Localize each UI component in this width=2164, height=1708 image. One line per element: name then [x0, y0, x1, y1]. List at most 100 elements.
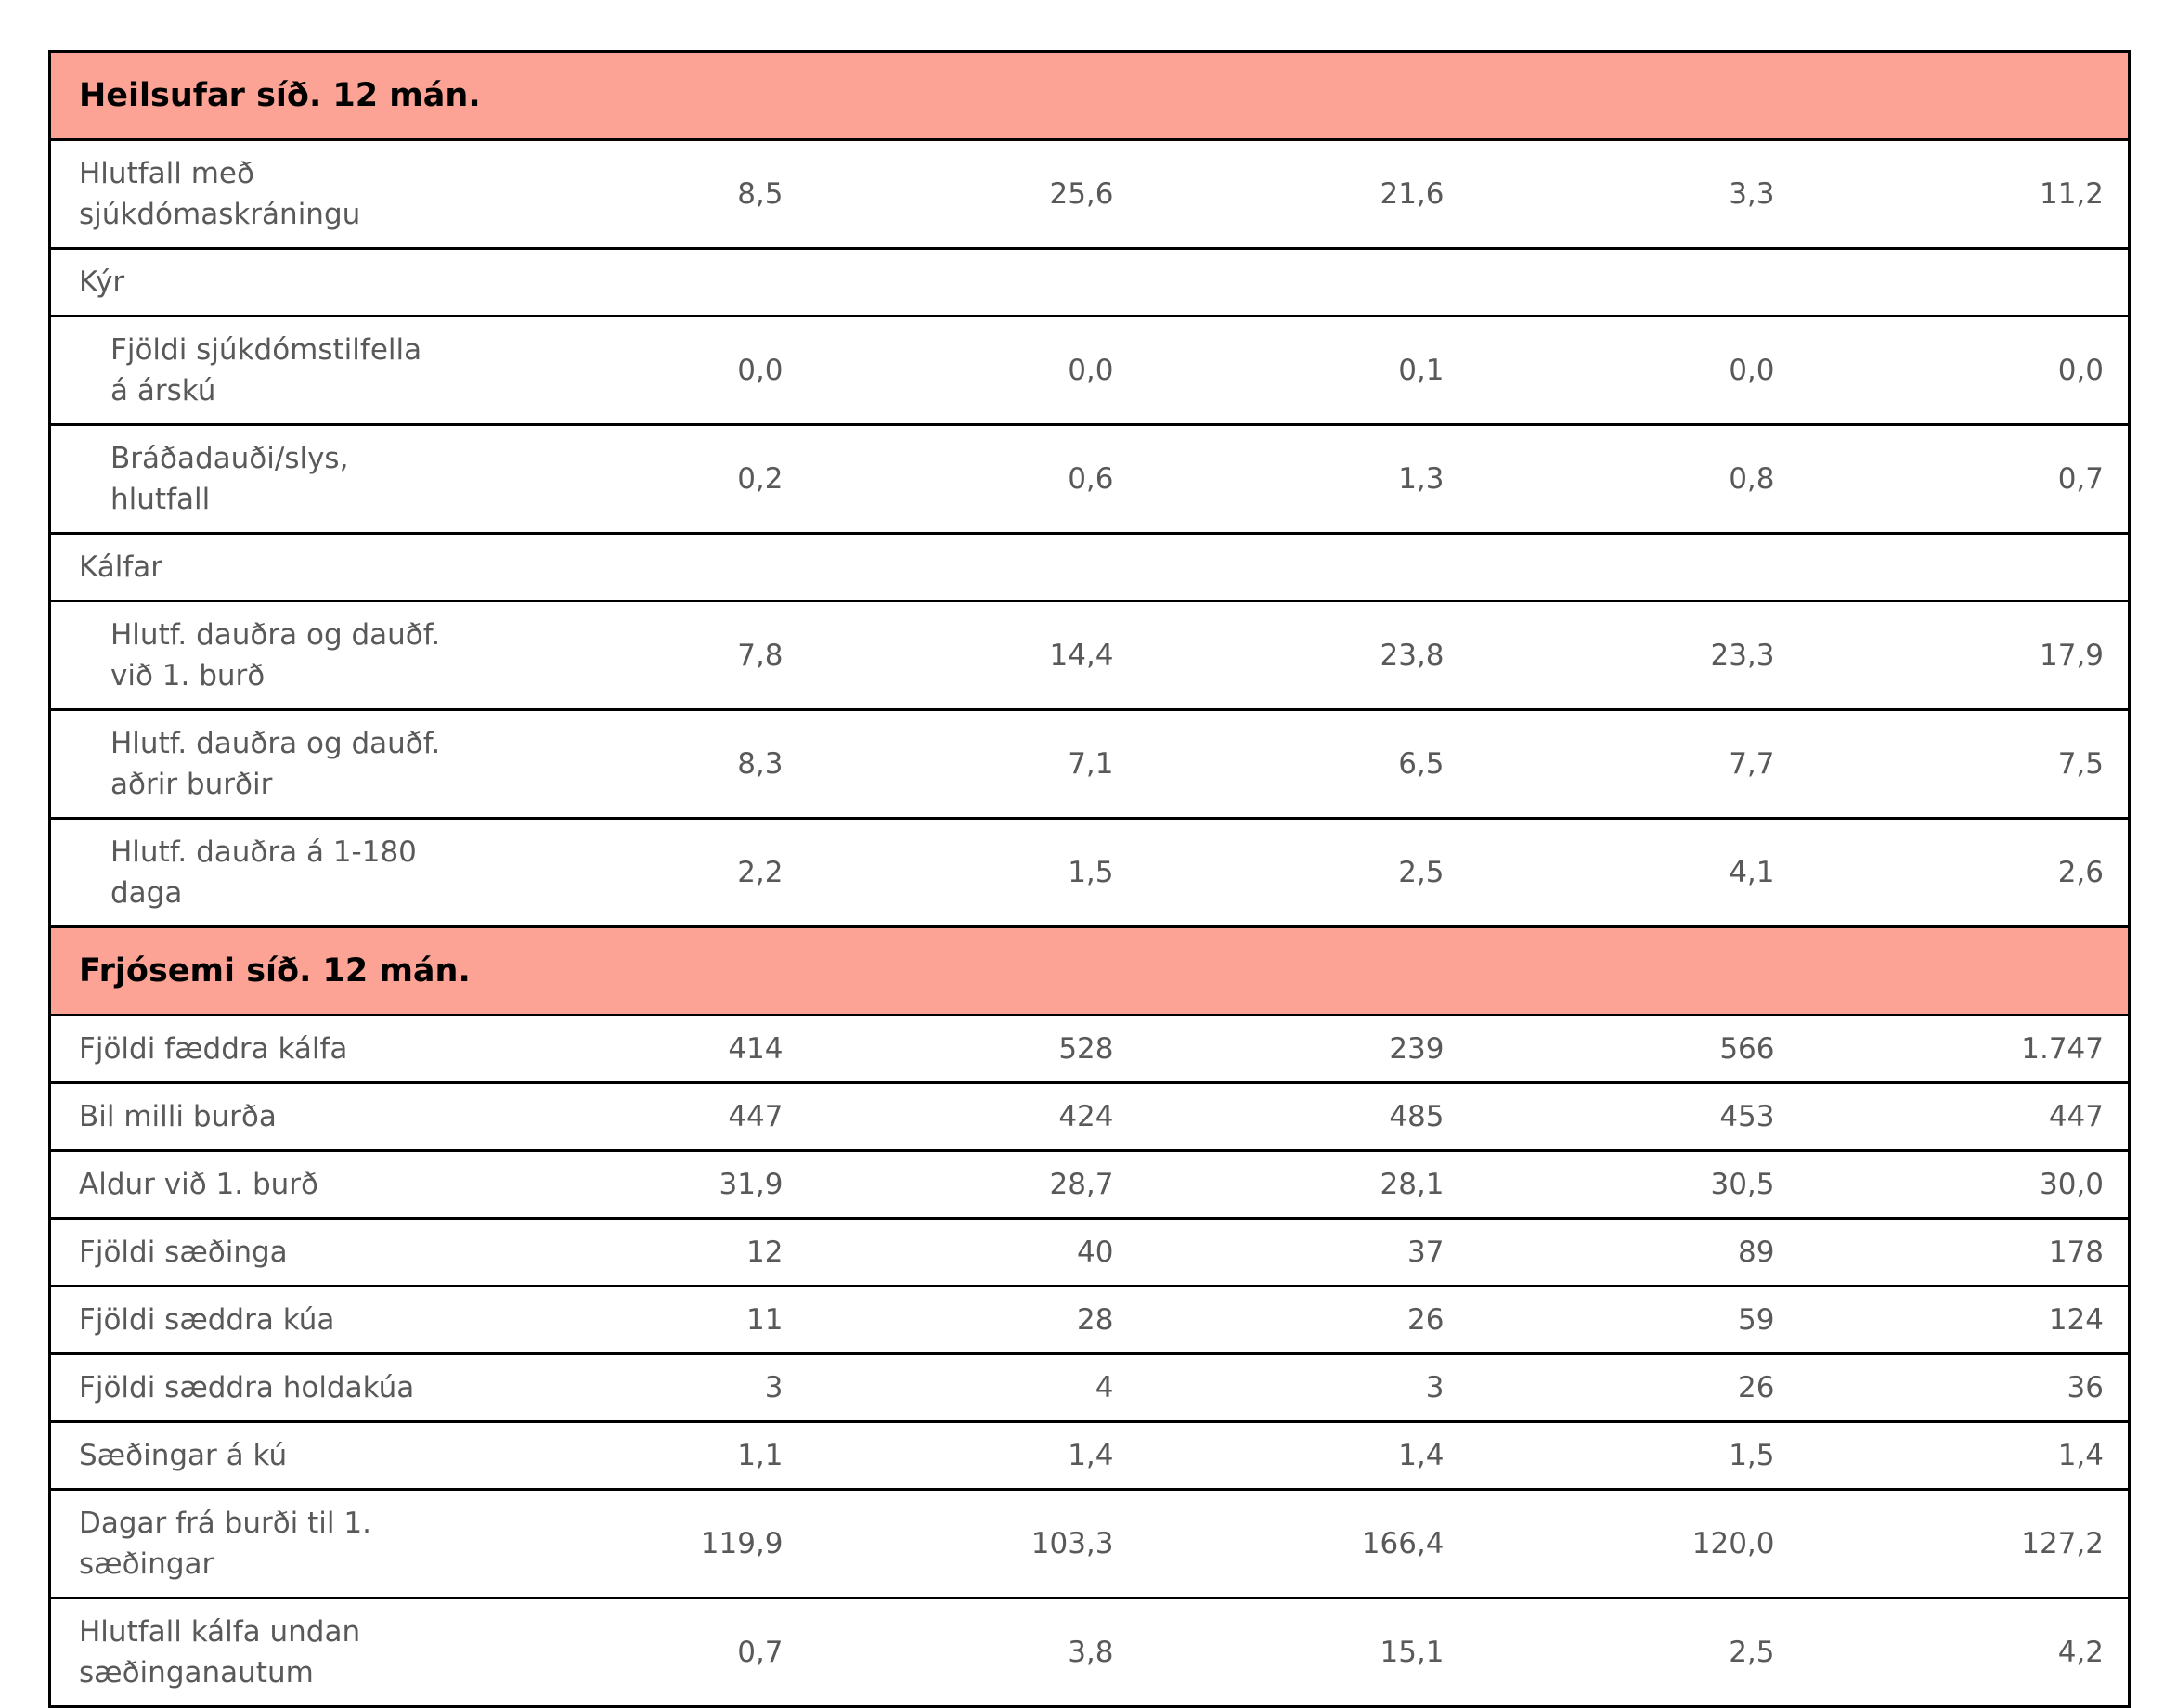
table-row: Hlutfall kálfa undan sæðinganautum 0,7 3,8…: [49, 1597, 2130, 1707]
cell-value: 7,5: [1798, 708, 2130, 819]
cell-value: 453: [1468, 1081, 1799, 1151]
cell-value: 2,2: [476, 817, 808, 927]
table-row: Fjöldi sæddra kúa 11 28 26 59 124: [49, 1285, 2130, 1354]
cell-value: 178: [1798, 1217, 2130, 1287]
cell-value: 6,5: [1137, 708, 1469, 819]
cell-value: 3: [1137, 1352, 1469, 1422]
livestock-report-table: Heilsufar síð. 12 mán. Hlutfall með sjúkd…: [48, 50, 2131, 1708]
cell-value: 4,2: [1798, 1597, 2130, 1707]
cell-value: 4,1: [1468, 817, 1799, 927]
cell-value: 239: [1137, 1014, 1469, 1083]
cell-value: 124: [1798, 1285, 2130, 1354]
row-label: Aldur við 1. burð: [49, 1149, 477, 1219]
cell-value: 1,1: [476, 1420, 808, 1490]
cell-value: 103,3: [807, 1488, 1138, 1598]
cell-value: 21,6: [1137, 137, 1469, 249]
row-label: Dagar frá burði til 1. sæðingar: [49, 1488, 477, 1598]
cell-value: 1.747: [1798, 1014, 2130, 1083]
cell-value: 14,4: [807, 600, 1138, 710]
cell-value: 11: [476, 1285, 808, 1354]
cell-value: 23,3: [1468, 600, 1799, 710]
row-label: Fjöldi sæðinga: [49, 1217, 477, 1287]
group-row: Kálfar: [49, 532, 2130, 602]
cell-value: 447: [1798, 1081, 2130, 1151]
cell-value: 120,0: [1468, 1488, 1799, 1598]
cell-value: 36: [1798, 1352, 2130, 1422]
table-row: Hlutf. dauðra og dauðf. við 1. burð 7,8 14…: [49, 600, 2130, 710]
cell-value: 25,6: [807, 137, 1138, 249]
row-label: Sæðingar á kú: [49, 1420, 477, 1490]
table-row: Fjöldi fæddra kálfa 414 528 239 566 1.747: [49, 1014, 2130, 1083]
row-label: Fjöldi sjúkdómstilfella á árskú: [49, 315, 477, 425]
cell-value: 1,5: [807, 817, 1138, 927]
cell-value: 566: [1468, 1014, 1799, 1083]
group-row: Kýr: [49, 247, 2130, 317]
cell-value: 2,5: [1468, 1597, 1799, 1707]
cell-value: 17,9: [1798, 600, 2130, 710]
cell-value: 28,1: [1137, 1149, 1469, 1219]
cell-value: 485: [1137, 1081, 1469, 1151]
cell-value: 8,3: [476, 708, 808, 819]
row-label: Hlutf. dauðra og dauðf. aðrir burðir: [49, 708, 477, 819]
cell-value: 26: [1137, 1285, 1469, 1354]
cell-value: 0,0: [1468, 315, 1799, 425]
row-label: Hlutf. dauðra á 1-180 daga: [49, 817, 477, 927]
table-row: Dagar frá burði til 1. sæðingar 119,9 103,…: [49, 1488, 2130, 1598]
cell-value: 3: [476, 1352, 808, 1422]
cell-value: 0,6: [807, 423, 1138, 534]
table-row: Hlutfall með sjúkdómaskráningu 8,5 25,6 21,…: [49, 137, 2130, 249]
cell-value: 7,1: [807, 708, 1138, 819]
report-table-body: Heilsufar síð. 12 mán. Hlutfall með sjúkd…: [49, 50, 2130, 1707]
cell-value: 414: [476, 1014, 808, 1083]
cell-value: 1,4: [807, 1420, 1138, 1490]
cell-value: 12: [476, 1217, 808, 1287]
cell-value: 28,7: [807, 1149, 1138, 1219]
cell-value: 3,8: [807, 1597, 1138, 1707]
cell-value: 59: [1468, 1285, 1799, 1354]
cell-value: 15,1: [1137, 1597, 1469, 1707]
cell-value: 0,1: [1137, 315, 1469, 425]
cell-value: 1,3: [1137, 423, 1469, 534]
cell-value: 2,6: [1798, 817, 2130, 927]
row-label: Bil milli burða: [49, 1081, 477, 1151]
cell-value: 0,0: [807, 315, 1138, 425]
row-label: Fjöldi fæddra kálfa: [49, 1014, 477, 1083]
cell-value: 11,2: [1798, 137, 2130, 249]
cell-value: 0,2: [476, 423, 808, 534]
cell-value: 127,2: [1798, 1488, 2130, 1598]
cell-value: 0,7: [476, 1597, 808, 1707]
section-title: Frjósemi síð. 12 mán.: [49, 925, 2130, 1016]
table-row: Bráðadauði/slys, hlutfall 0,2 0,6 1,3 0,8 0,7: [49, 423, 2130, 534]
table-row: Hlutf. dauðra á 1-180 daga 2,2 1,5 2,5 4,1 2,…: [49, 817, 2130, 927]
table-row: Sæðingar á kú 1,1 1,4 1,4 1,5 1,4: [49, 1420, 2130, 1490]
row-label: Bráðadauði/slys, hlutfall: [49, 423, 477, 534]
cell-value: 166,4: [1137, 1488, 1469, 1598]
cell-value: 37: [1137, 1217, 1469, 1287]
cell-value: 23,8: [1137, 600, 1469, 710]
cell-value: 26: [1468, 1352, 1799, 1422]
livestock-report: Heilsufar síð. 12 mán. Hlutfall með sjúkd…: [48, 50, 2131, 1708]
group-label: Kýr: [49, 247, 2130, 317]
row-label: Hlutf. dauðra og dauðf. við 1. burð: [49, 600, 477, 710]
table-row: Aldur við 1. burð 31,9 28,7 28,1 30,5 30,0: [49, 1149, 2130, 1219]
cell-value: 2,5: [1137, 817, 1469, 927]
cell-value: 7,8: [476, 600, 808, 710]
cell-value: 7,7: [1468, 708, 1799, 819]
table-row: Hlutf. dauðra og dauðf. aðrir burðir 8,3 7…: [49, 708, 2130, 819]
cell-value: 528: [807, 1014, 1138, 1083]
table-row: Fjöldi sæðinga 12 40 37 89 178: [49, 1217, 2130, 1287]
table-row: Fjöldi sæddra holdakúa 3 4 3 26 36: [49, 1352, 2130, 1422]
cell-value: 447: [476, 1081, 808, 1151]
cell-value: 8,5: [476, 137, 808, 249]
table-row: Fjöldi sjúkdómstilfella á árskú 0,0 0,0 0,1…: [49, 315, 2130, 425]
cell-value: 89: [1468, 1217, 1799, 1287]
row-label: Fjöldi sæddra kúa: [49, 1285, 477, 1354]
row-label: Fjöldi sæddra holdakúa: [49, 1352, 477, 1422]
cell-value: 1,4: [1798, 1420, 2130, 1490]
group-label: Kálfar: [49, 532, 2130, 602]
cell-value: 1,5: [1468, 1420, 1799, 1490]
cell-value: 4: [807, 1352, 1138, 1422]
section-title: Heilsufar síð. 12 mán.: [49, 50, 2130, 140]
section-header-row: Heilsufar síð. 12 mán.: [49, 50, 2130, 140]
cell-value: 28: [807, 1285, 1138, 1354]
